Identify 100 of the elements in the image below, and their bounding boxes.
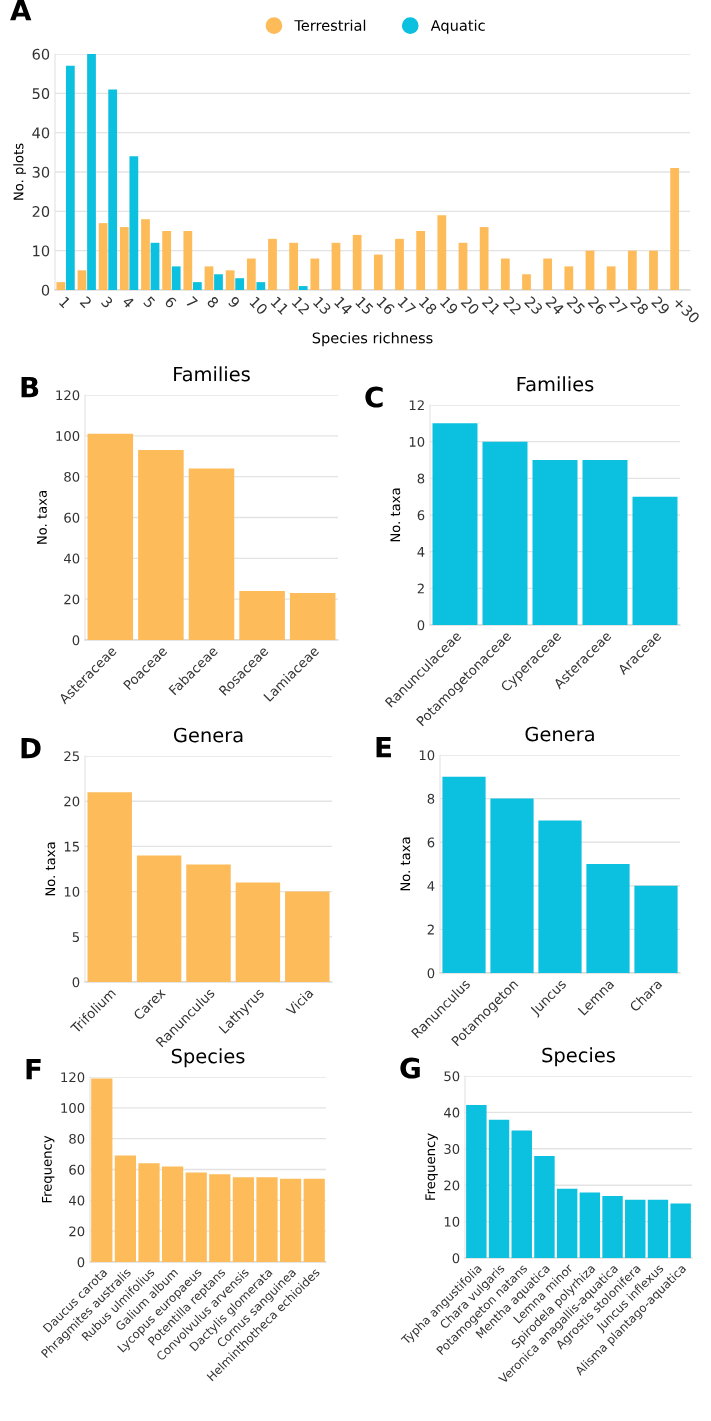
bar (482, 441, 528, 625)
bar (627, 250, 637, 290)
bar (647, 1199, 669, 1258)
x-tick-label: 7 (185, 296, 198, 309)
bar (490, 798, 534, 973)
y-tick-label: 25 (64, 751, 79, 762)
x-tick-label: +30 (672, 296, 701, 324)
x-tick-label: 20 (460, 295, 480, 316)
y-tick-label: 0 (77, 1257, 85, 1268)
x-tick-label: 14 (334, 296, 353, 316)
y-tick-label: 10 (64, 886, 80, 897)
bar (192, 282, 202, 290)
y-axis-title: Frequency (425, 1133, 438, 1200)
x-tick-label: 12 (291, 296, 311, 315)
chart-title: Species (542, 1047, 615, 1067)
x-tick-label: 1 (58, 296, 71, 309)
y-axis-title: No. taxa (400, 837, 411, 891)
bar (670, 168, 680, 290)
y-tick-label: 10 (33, 245, 50, 257)
bar (235, 882, 281, 982)
bar (183, 231, 193, 290)
y-tick-label: 0 (417, 620, 425, 631)
x-axis-title: Species richness (312, 332, 433, 347)
y-axis-title: No. taxa (390, 488, 401, 542)
bar (442, 776, 486, 973)
x-tick-label: 10 (249, 296, 269, 316)
bar (87, 792, 132, 982)
y-tick-label: 2 (417, 583, 424, 594)
bar (256, 282, 266, 290)
x-tick-label: 21 (481, 295, 501, 315)
x-tick-label: 13 (312, 296, 332, 316)
bar (532, 460, 578, 625)
bar (534, 1156, 555, 1258)
y-tick-label: 0 (427, 968, 435, 979)
y-tick-label: 20 (64, 594, 80, 605)
bar (138, 1163, 160, 1262)
bar (225, 270, 235, 290)
bar (458, 242, 468, 290)
bar (556, 1188, 578, 1258)
bar (268, 238, 277, 290)
bar (232, 1177, 255, 1262)
y-tick-label: 60 (64, 512, 80, 523)
bar (87, 54, 96, 290)
legend-label: Terrestrial (294, 19, 366, 31)
text: B (21, 376, 39, 398)
y-axis-title: No. plots (13, 143, 27, 200)
chart-title: Species (171, 1048, 245, 1068)
y-axis-title: Frequency (42, 1135, 55, 1203)
bar (209, 1174, 231, 1262)
y-tick-label: 20 (32, 206, 50, 218)
y-tick-label: 120 (56, 390, 80, 401)
bar (579, 1192, 601, 1258)
bar (331, 242, 341, 290)
y-tick-label: 0 (452, 1253, 460, 1264)
x-tick-label: 8 (206, 295, 220, 309)
x-tick-label: 18 (418, 296, 438, 316)
bar (488, 1119, 510, 1258)
y-tick-label: 20 (444, 1180, 460, 1191)
x-tick-label: 3 (100, 295, 114, 309)
bar (564, 266, 574, 290)
bar (303, 1178, 325, 1262)
y-tick-label: 80 (69, 1133, 85, 1144)
bar (606, 266, 616, 290)
bar (171, 266, 181, 290)
y-tick-label: 30 (32, 166, 50, 178)
bar (185, 1172, 207, 1262)
y-tick-label: 4 (417, 547, 425, 557)
bar (649, 250, 658, 290)
x-tick-label: 6 (164, 295, 178, 309)
bar (310, 258, 320, 290)
text: A (10, 0, 32, 21)
x-tick-label: 4 (121, 295, 135, 309)
y-tick-label: 6 (427, 837, 435, 848)
bar (602, 1196, 623, 1258)
bar (289, 593, 336, 640)
bar (214, 274, 223, 290)
y-tick-label: 50 (32, 88, 50, 100)
bar (162, 231, 172, 290)
bar (289, 242, 299, 290)
y-tick-label: 40 (63, 553, 80, 564)
y-tick-label: 0 (41, 284, 50, 296)
bar (129, 156, 139, 290)
y-tick-label: 10 (409, 436, 425, 447)
bar (279, 1178, 302, 1262)
x-tick-label: 26 (587, 295, 608, 316)
y-tick-label: 20 (69, 1226, 85, 1237)
x-tick-label: 17 (397, 296, 417, 315)
x-tick-label: 11 (270, 296, 290, 315)
bar (634, 885, 678, 973)
y-tick-label: 10 (444, 1216, 460, 1227)
chart-title: Families (174, 366, 250, 382)
bar (141, 219, 150, 290)
y-tick-label: 0 (72, 635, 80, 646)
y-tick-label: 2 (427, 924, 434, 935)
y-tick-label: 12 (409, 400, 424, 411)
bar (585, 250, 595, 290)
bar (65, 65, 75, 290)
bar (188, 468, 235, 640)
y-tick-label: 40 (443, 1107, 460, 1118)
bar (119, 227, 129, 290)
